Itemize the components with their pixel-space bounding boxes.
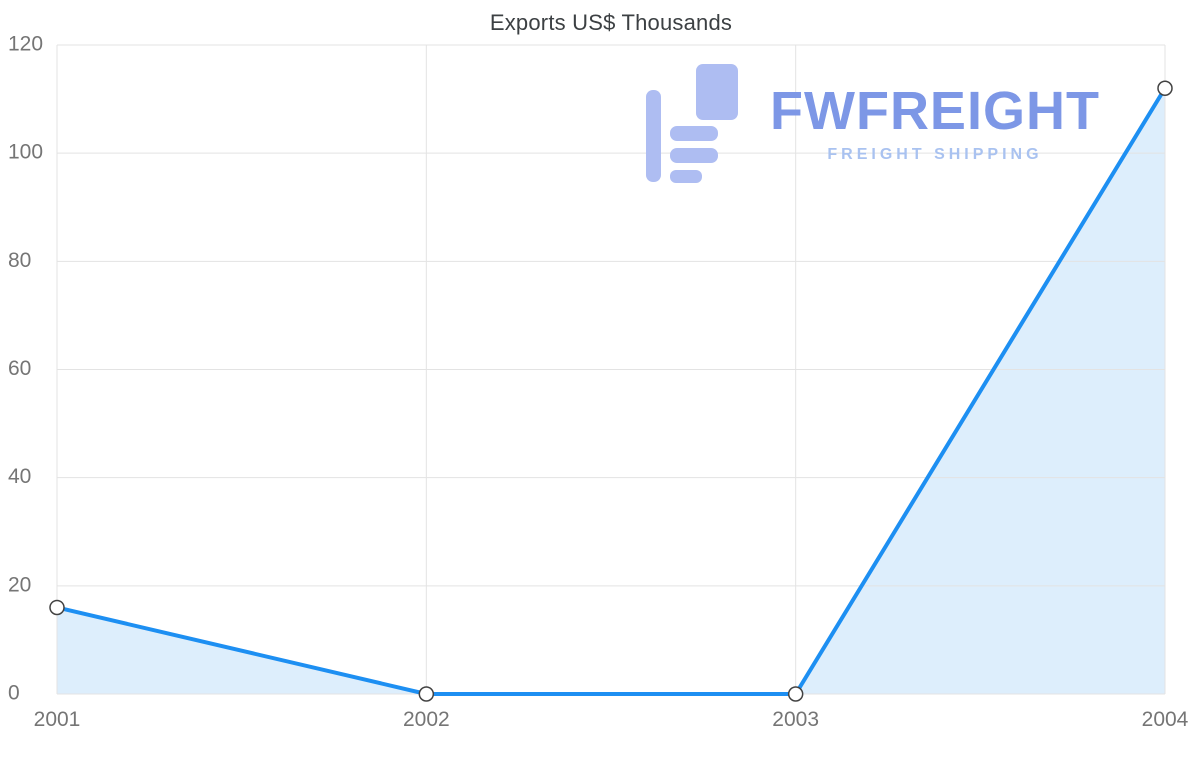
logo-icon-shape (670, 170, 702, 183)
y-tick-label: 0 (8, 682, 20, 705)
chart-title: Exports US$ Thousands (489, 10, 733, 35)
data-point-2003[interactable] (787, 686, 804, 702)
x-tick-label: 2004 (1142, 708, 1189, 731)
logo-icon-shape (646, 90, 661, 182)
x-tick-label: 2003 (772, 708, 819, 731)
logo-icon-shape (670, 148, 718, 163)
data-point-2004[interactable] (1157, 80, 1173, 97)
data-point-2001[interactable] (49, 599, 65, 616)
fwfreight-logo-icon (646, 64, 738, 183)
y-tick-label: 60 (8, 357, 31, 380)
y-tick-label: 80 (8, 249, 31, 272)
y-tick-label: 100 (8, 141, 43, 164)
x-tick-label: 2002 (403, 708, 450, 731)
logo-icon-shape (696, 64, 738, 120)
y-tick-label: 120 (8, 33, 43, 56)
logo-icon-shape (670, 126, 718, 141)
data-point-2002[interactable] (418, 686, 435, 702)
x-tick-label: 2001 (34, 708, 81, 731)
fwfreight-logo-text: FWFREIGHT (770, 81, 1100, 141)
y-tick-label: 40 (8, 465, 31, 488)
y-tick-label: 20 (8, 573, 31, 596)
fwfreight-logo: FWFREIGHT FREIGHT SHIPPING (646, 64, 1100, 184)
fwfreight-logo-tagline: FREIGHT SHIPPING (827, 146, 1043, 163)
